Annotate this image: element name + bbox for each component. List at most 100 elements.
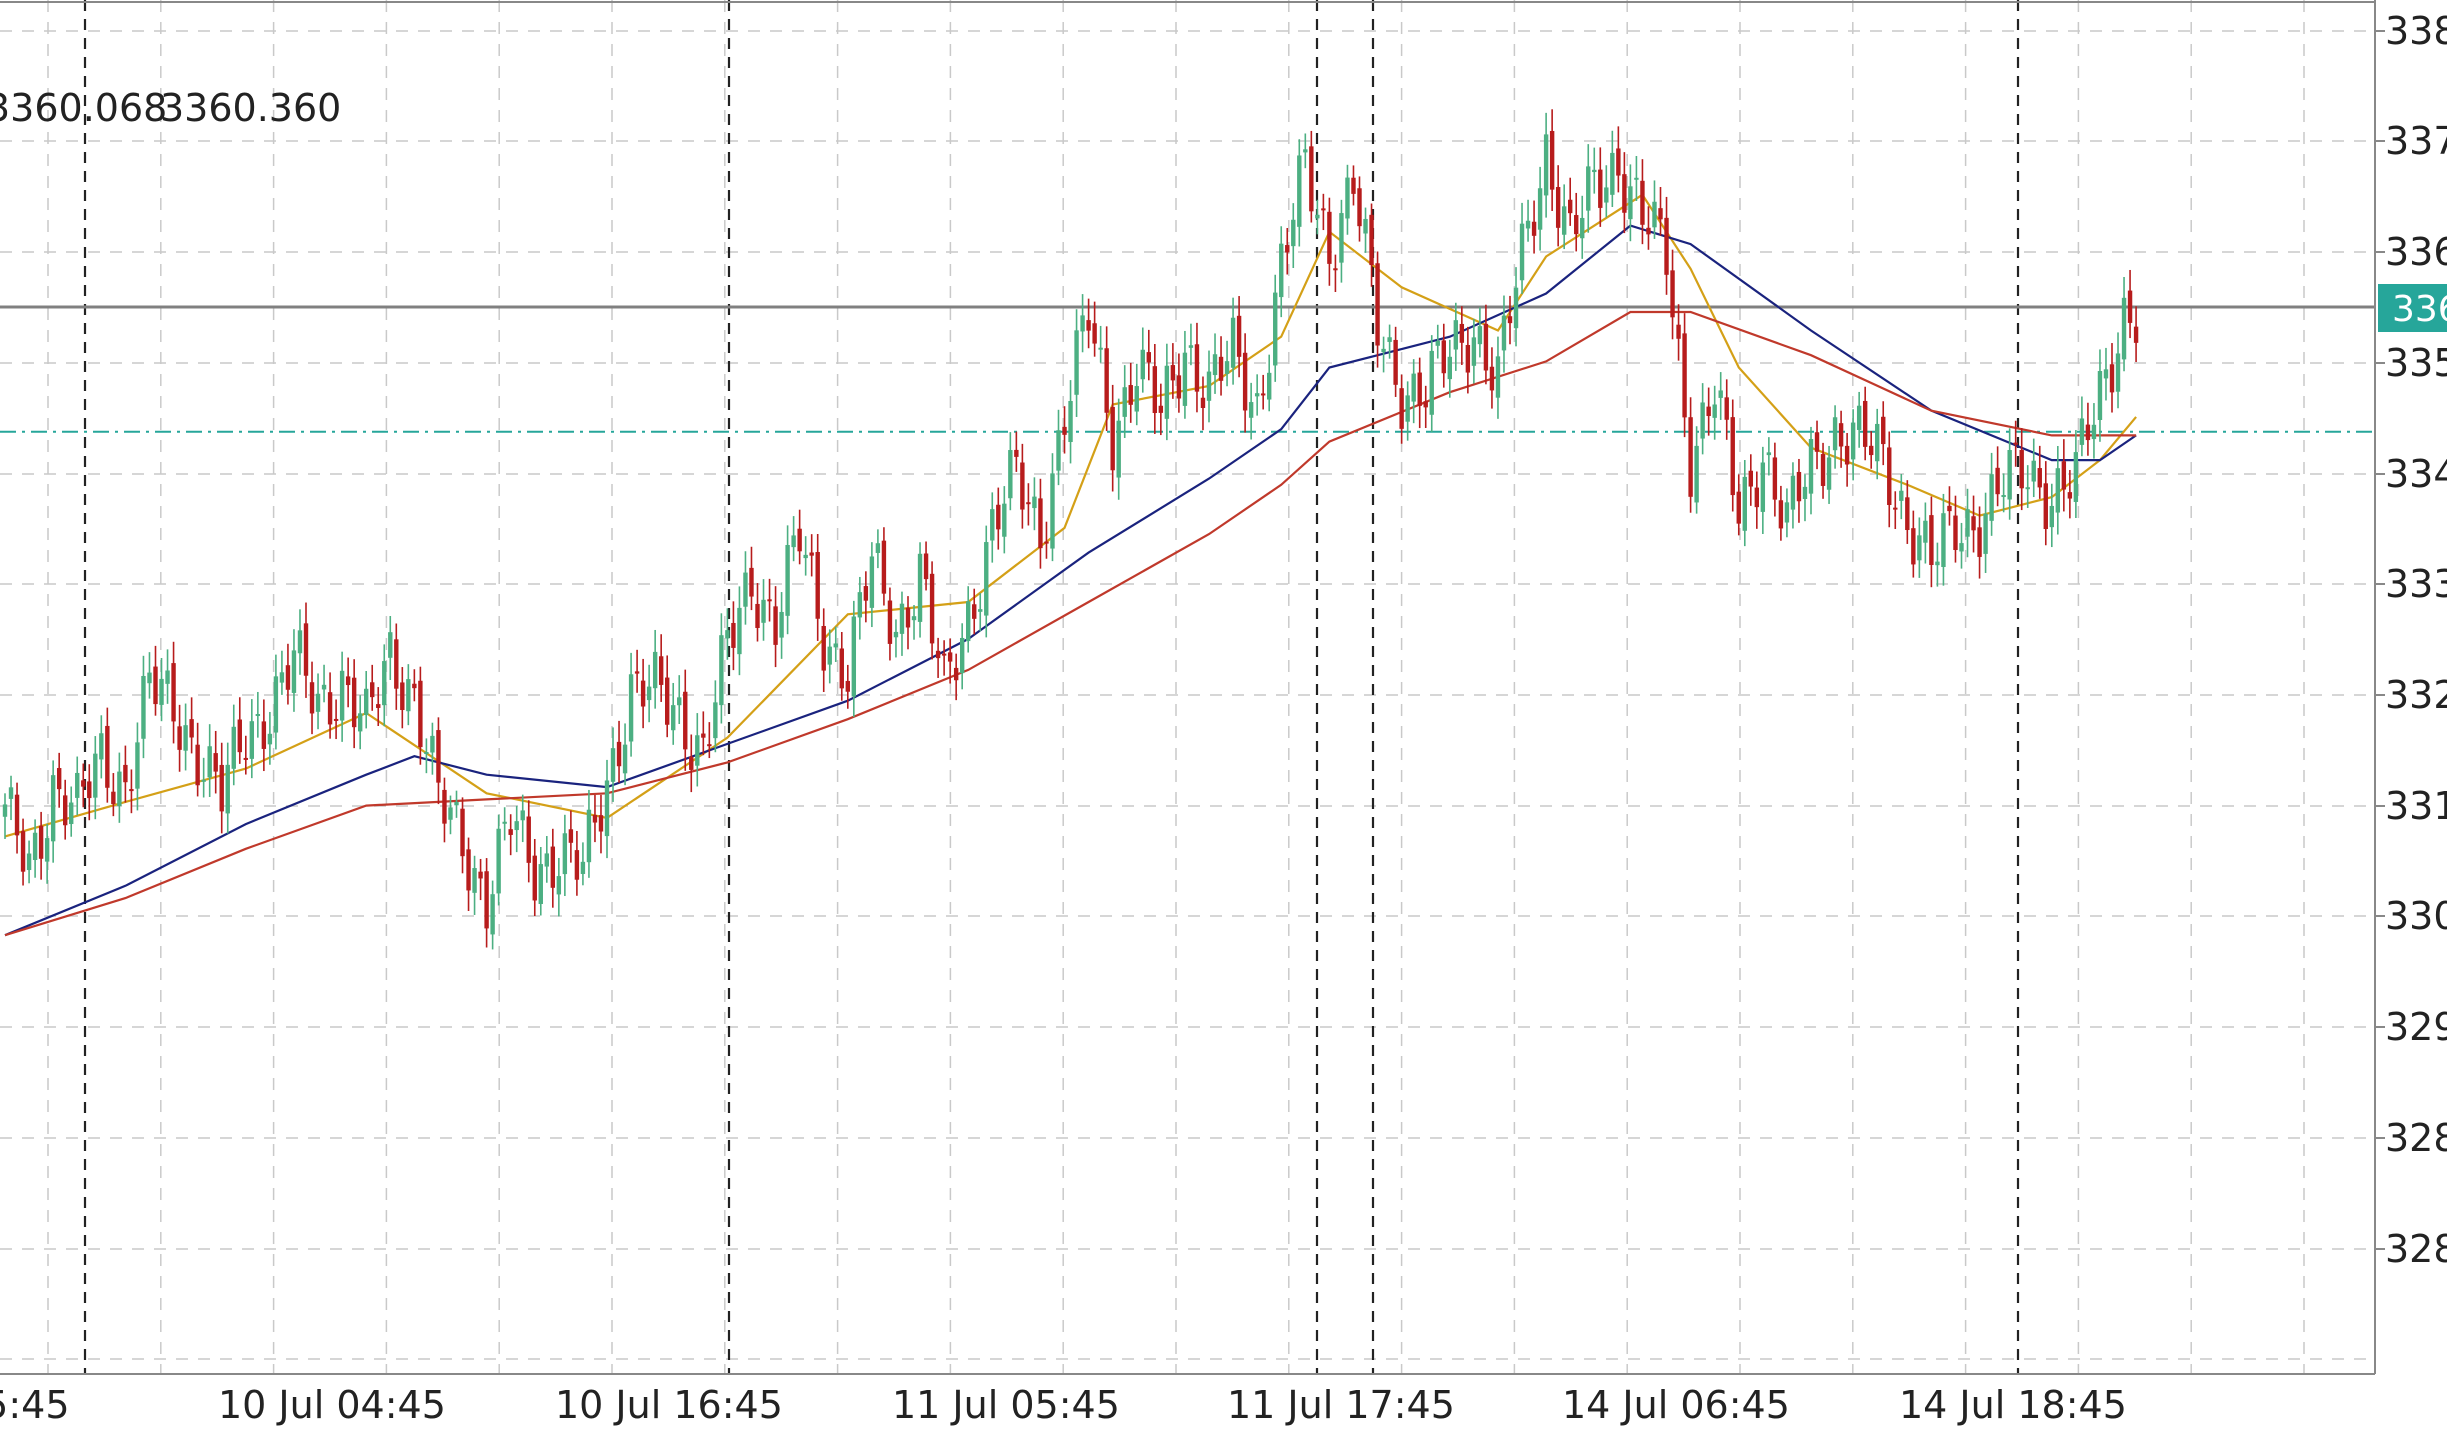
time-axis-label: 10 Jul 04:45 [218,1383,446,1427]
candle-body [1345,177,1350,219]
candle-body [803,554,808,559]
candle-body [1086,320,1091,331]
ohlc-readout-value-2: 3360.360 [160,86,341,130]
candle-body [177,726,182,750]
candle-body [2061,461,2067,490]
candle-body [1351,177,1356,194]
candle-body [502,821,507,824]
candle-body [189,719,194,738]
candle-body [2091,424,2097,440]
candle-body [1826,457,1832,490]
candle-body [1580,217,1585,239]
time-axis-label: 10 Jul 16:45 [555,1383,783,1427]
candle-body [689,756,694,770]
candle-body [1303,149,1308,153]
candle-body [1128,385,1133,405]
time-axis[interactable]: 15:45 10 Jul 04:45 10 Jul 16:45 11 Jul 05:4… [0,1383,2127,1427]
candle-body [1435,340,1440,346]
candle-body [1387,337,1392,342]
candle-body [38,825,44,859]
candle-body [695,735,700,766]
candle-body [1513,287,1519,329]
candle-body [1188,345,1194,348]
candle-body [1820,454,1826,486]
candle-body [797,528,802,552]
candle-body [893,631,899,638]
candle-body [1134,386,1139,412]
candle-body [598,815,604,832]
candle-body [1218,356,1224,381]
candle-body [2007,449,2012,500]
candle-body [1682,333,1687,418]
candle-body [2019,450,2024,489]
candle-body [370,682,375,698]
candle-body [219,764,224,812]
candle-body [478,871,483,879]
candle-body [905,607,911,628]
candle-body [2115,353,2121,392]
candle-body [556,876,562,895]
candle-body [1459,323,1465,343]
candle-body [526,816,531,863]
candle-body [652,651,658,689]
price-axis[interactable]: 338 337 336 335 334 333 332 331 330 329 328 328 [2375,9,2447,1271]
price-axis-label: 337 [2385,119,2447,163]
candle-body [863,586,869,601]
candle-body [1549,130,1555,190]
candle-body [1176,375,1182,399]
candle-body [978,609,983,612]
candle-body [75,772,80,798]
candle-body [249,721,255,759]
candle-body [2037,468,2042,488]
candle-body [460,808,465,857]
candle-body [851,616,857,697]
candle-body [291,650,297,693]
candle-body [418,680,423,748]
candle-body [1881,416,1886,445]
candle-body [1146,352,1151,363]
candle-body [1598,169,1603,208]
candle-body [1074,330,1079,395]
candle-body [1802,486,1808,500]
candle-body [93,753,98,798]
candle-body [1483,323,1489,371]
price-axis-label: 332 [2385,673,2447,717]
candle-body [1236,315,1242,357]
candle-body [388,632,393,658]
candle-body [1044,541,1049,544]
candle-body [225,764,230,814]
candle-body [875,543,881,553]
candle-body [1279,243,1284,298]
candle-body [1592,169,1597,173]
candle-body [105,725,110,788]
candle-body [1911,528,1916,565]
candle-body [1730,417,1735,496]
candle-body [442,789,447,824]
candle-body [1923,520,1928,543]
candles[interactable] [2,109,2139,950]
time-axis-label: 14 Jul 18:45 [1899,1383,2127,1427]
price-axis-label: 328 [2385,1227,2447,1271]
candle-body [857,592,863,618]
candle-body [1742,476,1747,531]
candle-body [1068,400,1073,442]
candle-body [1778,500,1784,529]
candle-body [69,802,74,825]
candle-body [616,741,622,767]
moving-average-line [4,224,2137,937]
candle-body [665,677,670,725]
candle-body [1122,387,1127,417]
candle-body [466,849,471,891]
candle-body [743,572,748,607]
candle-body [32,832,38,861]
candle-body [707,744,712,747]
candle-body [1447,356,1452,380]
candle-body [1724,397,1729,420]
price-axis-label: 335 [2385,341,2447,385]
candle-body [315,693,321,712]
candle-body [1405,395,1410,422]
candle-body [1381,348,1386,353]
candle-body [881,540,887,594]
